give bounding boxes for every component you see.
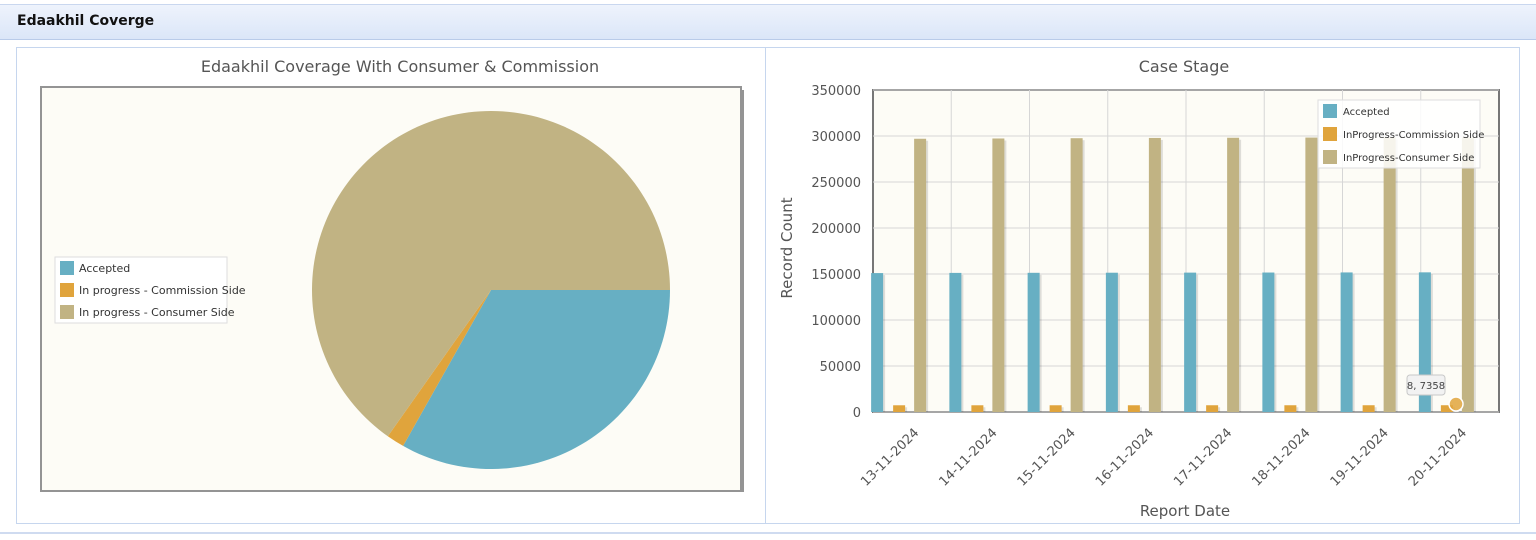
bar-x-axis-ticks: 13-11-2024 14-11-2024 15-11-2024 16-11-2024… [858, 426, 1470, 490]
bar-legend-label-consumer: InProgress-Consumer Side [1343, 153, 1474, 164]
case-stage-panel: Case Stage 0 50000 100000 150000 200000 25000… [765, 47, 1520, 524]
bar-y-tick-label: 50000 [820, 360, 861, 375]
bar-legend-label-accepted: Accepted [1343, 107, 1390, 118]
bar-inprogress-commission-side-18-11-2024[interactable] [1284, 405, 1297, 412]
bar-legend-swatch-consumer [1323, 150, 1337, 164]
bar-accepted-19-11-2024[interactable] [1340, 272, 1353, 412]
pie-legend-label-consumer: In progress - Consumer Side [79, 306, 235, 319]
bar-x-tick-label: 15-11-2024 [1015, 426, 1079, 490]
pie-legend-box [54, 256, 228, 324]
bar-y-tick-label: 350000 [811, 84, 861, 99]
bar-y-tick-label: 150000 [811, 268, 861, 283]
bar-marks [871, 137, 1476, 413]
bar-inprogress-consumer-side-17-11-2024[interactable] [1227, 137, 1240, 413]
bar-y-axis-label: Record Count [778, 197, 796, 298]
bar-tooltip-text: 8, 7358 [1407, 381, 1445, 392]
bar-inprogress-commission-side-16-11-2024[interactable] [1127, 405, 1140, 412]
bar-x-tick-label: 13-11-2024 [858, 426, 922, 490]
pie-chart-title: Edaakhil Coverage With Consumer & Commis… [201, 57, 599, 76]
pie-chart: Edaakhil Coverage With Consumer & Commis… [40, 57, 744, 492]
pie-legend-swatch-accepted [60, 261, 74, 275]
bar-x-tick-label: 20-11-2024 [1406, 426, 1470, 490]
pie-legend-swatch-commission [60, 283, 74, 297]
pie-slice-in-progress-consumer-side[interactable] [311, 110, 670, 437]
bar-inprogress-commission-side-13-11-2024[interactable] [893, 405, 906, 412]
bar-y-tick-label: 200000 [811, 222, 861, 237]
bar-y-tick-label: 300000 [811, 130, 861, 145]
bar-accepted-16-11-2024[interactable] [1105, 272, 1118, 412]
pie-legend-swatch-consumer [60, 305, 74, 319]
pie-legend-label-commission: In progress - Commission Side [79, 284, 246, 297]
section-bottom-border [0, 532, 1536, 534]
bar-inprogress-consumer-side-14-11-2024[interactable] [992, 138, 1005, 412]
bar-x-axis-label: Report Date [1140, 502, 1230, 520]
bar-tooltip-box [1406, 374, 1446, 396]
pie-slices [311, 110, 670, 469]
pie-slice-accepted[interactable] [403, 290, 670, 469]
bar-accepted-13-11-2024[interactable] [871, 273, 884, 412]
section-title: Edaakhil Coverge [17, 13, 155, 29]
bar-inprogress-consumer-side-16-11-2024[interactable] [1148, 137, 1161, 412]
bar-legend-swatch-accepted [1323, 104, 1337, 118]
bar-inprogress-commission-side-20-11-2024[interactable] [1440, 405, 1453, 412]
bar-inprogress-commission-side-17-11-2024[interactable] [1206, 405, 1219, 412]
bar-inprogress-consumer-side-15-11-2024[interactable] [1070, 138, 1083, 412]
bar-accepted-18-11-2024[interactable] [1262, 272, 1275, 412]
bar-inprogress-commission-side-14-11-2024[interactable] [971, 405, 984, 412]
pie-slice-in-progress-commission-side[interactable] [387, 290, 491, 446]
bar-inprogress-commission-side-15-11-2024[interactable] [1049, 405, 1062, 412]
bar-tooltip-marker [1448, 396, 1464, 412]
section-header: Edaakhil Coverge [0, 4, 1536, 40]
bar-x-tick-label: 18-11-2024 [1250, 426, 1314, 490]
bar-inprogress-consumer-side-19-11-2024[interactable] [1383, 137, 1396, 413]
bar-legend: Accepted InProgress-Commission Side InPr… [1317, 99, 1484, 169]
bar-accepted-14-11-2024[interactable] [949, 272, 962, 412]
bar-x-tick-label: 16-11-2024 [1093, 426, 1157, 490]
coverage-pie-panel: Edaakhil Coverage With Consumer & Commis… [16, 47, 766, 524]
bar-x-tick-label: 19-11-2024 [1328, 426, 1392, 490]
bar-inprogress-consumer-side-20-11-2024[interactable] [1461, 137, 1474, 412]
bar-y-tick-label: 100000 [811, 314, 861, 329]
bar-y-tick-label: 250000 [811, 176, 861, 191]
bar-accepted-17-11-2024[interactable] [1184, 272, 1197, 412]
bar-x-tick-label: 14-11-2024 [937, 426, 1001, 490]
pie-legend-label-accepted: Accepted [79, 262, 130, 275]
bar-y-tick-label: 0 [853, 406, 861, 421]
bar-chart: Case Stage 0 50000 100000 150000 200000 25000… [778, 57, 1500, 520]
bar-inprogress-consumer-side-13-11-2024[interactable] [914, 138, 927, 412]
bar-x-tick-label: 17-11-2024 [1171, 426, 1235, 490]
bar-legend-box [1317, 99, 1481, 169]
bar-y-axis-ticks: 0 50000 100000 150000 200000 250000 300000 3500… [811, 84, 861, 421]
bar-legend-label-commission: InProgress-Commission Side [1343, 130, 1484, 141]
bar-accepted-15-11-2024[interactable] [1027, 272, 1040, 412]
bar-chart-title: Case Stage [1139, 57, 1229, 76]
bar-legend-swatch-commission [1323, 127, 1337, 141]
bar-tooltip: 8, 7358 [1406, 374, 1464, 412]
pie-legend: Accepted In progress - Commission Side I… [54, 256, 246, 324]
bar-inprogress-consumer-side-18-11-2024[interactable] [1305, 137, 1318, 412]
bar-inprogress-commission-side-19-11-2024[interactable] [1362, 405, 1375, 412]
